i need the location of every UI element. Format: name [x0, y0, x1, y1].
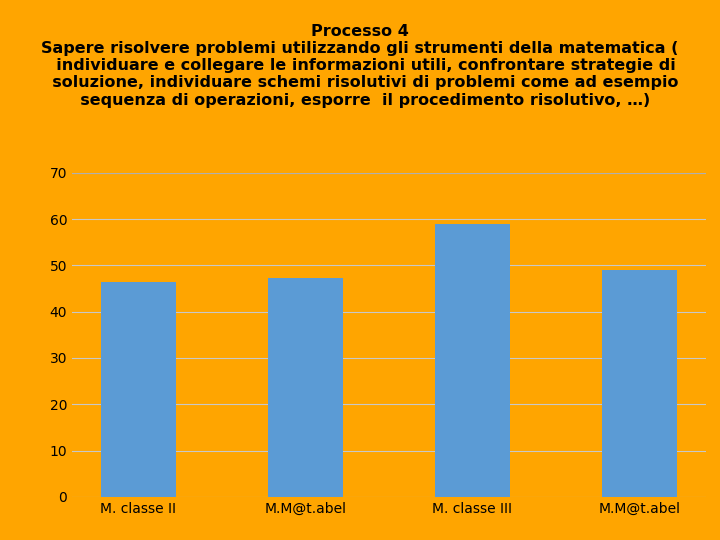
- Text: Sapere risolvere problemi utilizzando gli strumenti della matematica (
  individ: Sapere risolvere problemi utilizzando gl…: [41, 40, 679, 107]
- Bar: [101, 281, 176, 497]
- Bar: [602, 270, 677, 497]
- Bar: [435, 224, 510, 497]
- Text: Processo 4: Processo 4: [311, 24, 409, 39]
- Bar: [268, 278, 343, 497]
